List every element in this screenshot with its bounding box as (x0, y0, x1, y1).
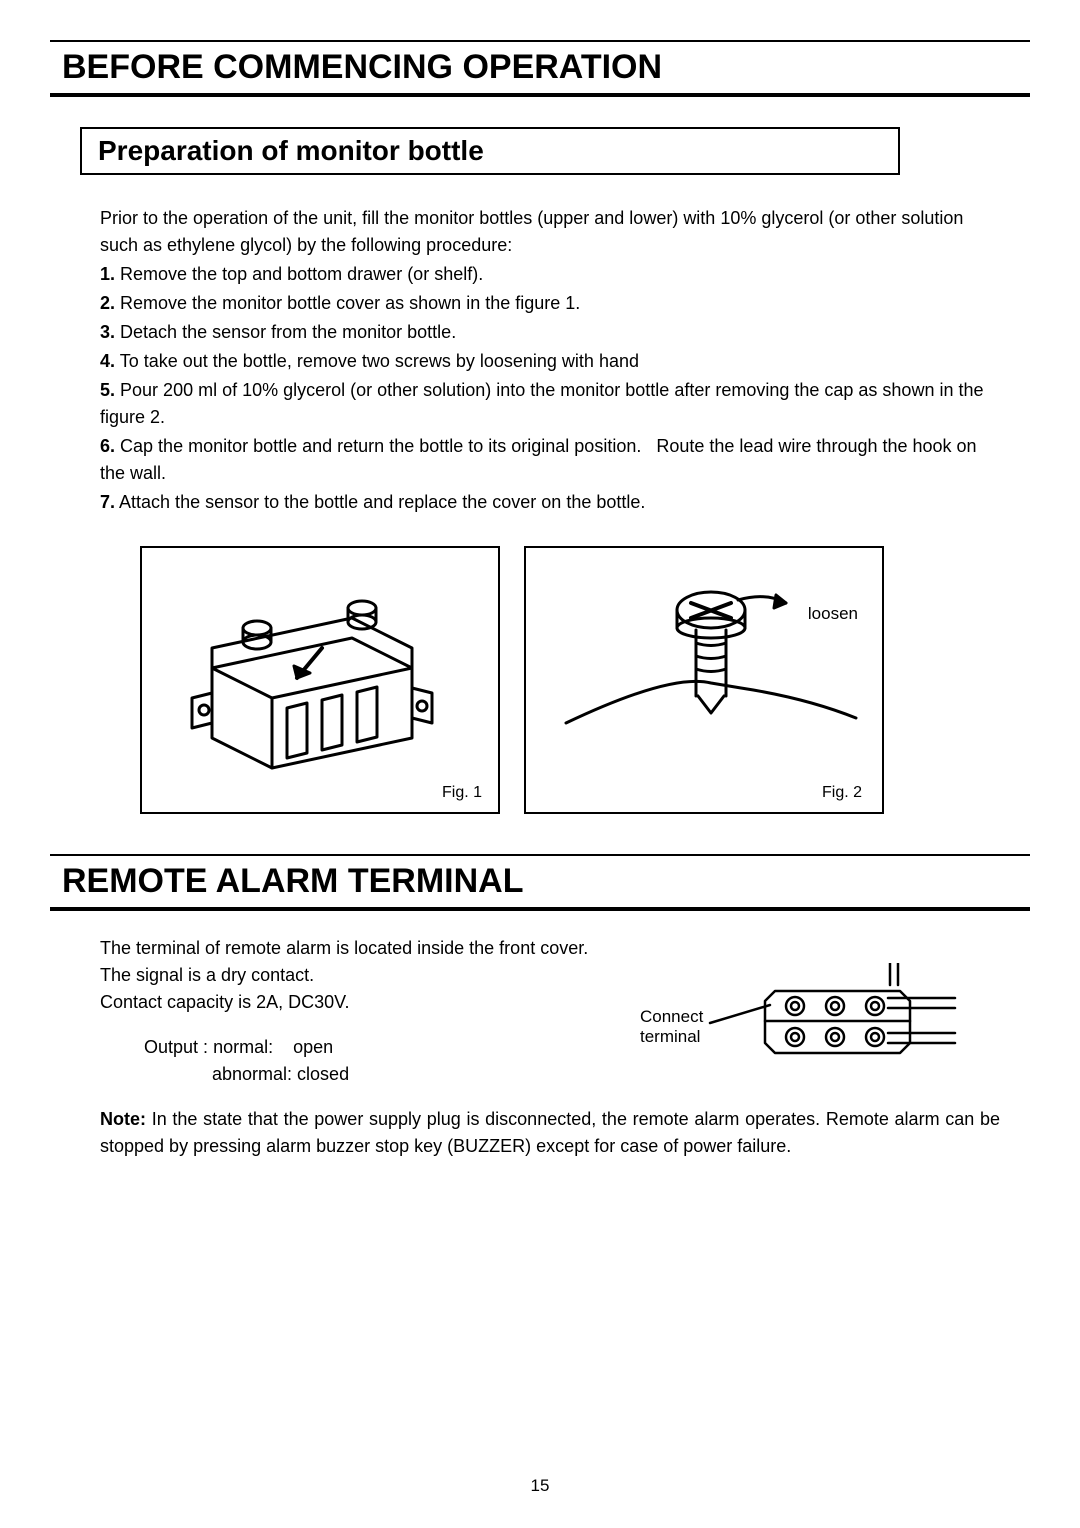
rule-top-thin (50, 40, 1030, 42)
output-normal: normal: open (213, 1037, 333, 1057)
note-label: Note: (100, 1109, 146, 1129)
rule-top-thick (50, 93, 1030, 97)
figure-1-box: Fig. 1 (140, 546, 500, 814)
figure-2-svg (526, 548, 882, 812)
note-body: In the state that the power supply plug … (100, 1109, 1000, 1156)
step-7-text: Attach the sensor to the bottle and repl… (119, 492, 645, 512)
step-2-text: Remove the monitor bottle cover as shown… (120, 293, 580, 313)
terminal-label: Connect terminal (640, 1007, 703, 1046)
intro-text: Prior to the operation of the unit, fill… (100, 205, 1000, 259)
fig2-caption: Fig. 2 (822, 784, 862, 802)
step-1: 1. Remove the top and bottom drawer (or … (100, 261, 1000, 288)
step-2: 2. Remove the monitor bottle cover as sh… (100, 290, 1000, 317)
output-abnormal: abnormal: closed (212, 1064, 349, 1084)
rule2-thin (50, 854, 1030, 856)
terminal-figure: Connect terminal (640, 963, 960, 1073)
step-4-text: To take out the bottle, remove two screw… (120, 351, 639, 371)
step-5: 5. Pour 200 ml of 10% glycerol (or other… (100, 377, 1000, 431)
step-4: 4. To take out the bottle, remove two sc… (100, 348, 1000, 375)
section1-title: BEFORE COMMENCING OPERATION (50, 48, 1030, 87)
step-7: 7. Attach the sensor to the bottle and r… (100, 489, 1000, 516)
step-6: 6. Cap the monitor bottle and return the… (100, 433, 1000, 487)
step-1-text: Remove the top and bottom drawer (or she… (120, 264, 483, 284)
section1-body: Prior to the operation of the unit, fill… (100, 205, 1000, 516)
subtitle-box: Preparation of monitor bottle (80, 127, 900, 175)
figures-row: Fig. 1 (140, 546, 1030, 814)
s2-line1: The terminal of remote alarm is located … (100, 935, 1000, 962)
step-5-text: Pour 200 ml of 10% glycerol (or other so… (100, 380, 984, 427)
fig1-caption: Fig. 1 (442, 784, 482, 802)
terminal-label-1: Connect (640, 1007, 703, 1026)
step-3: 3. Detach the sensor from the monitor bo… (100, 319, 1000, 346)
figure-1-svg (142, 548, 498, 812)
output-label: Output : (144, 1037, 208, 1057)
section1-subtitle: Preparation of monitor bottle (98, 135, 882, 167)
fig2-loosen-label: loosen (808, 604, 858, 624)
section2-body: The terminal of remote alarm is located … (100, 935, 1000, 1160)
page-number: 15 (531, 1476, 550, 1496)
rule2-thick (50, 907, 1030, 911)
step-3-text: Detach the sensor from the monitor bottl… (120, 322, 456, 342)
figure-2-box: loosen Fig. 2 (524, 546, 884, 814)
step-6-text: Cap the monitor bottle and return the bo… (100, 436, 977, 483)
note-paragraph: Note: In the state that the power supply… (100, 1106, 1000, 1160)
section2-title: REMOTE ALARM TERMINAL (50, 862, 1030, 901)
terminal-label-2: terminal (640, 1027, 700, 1046)
